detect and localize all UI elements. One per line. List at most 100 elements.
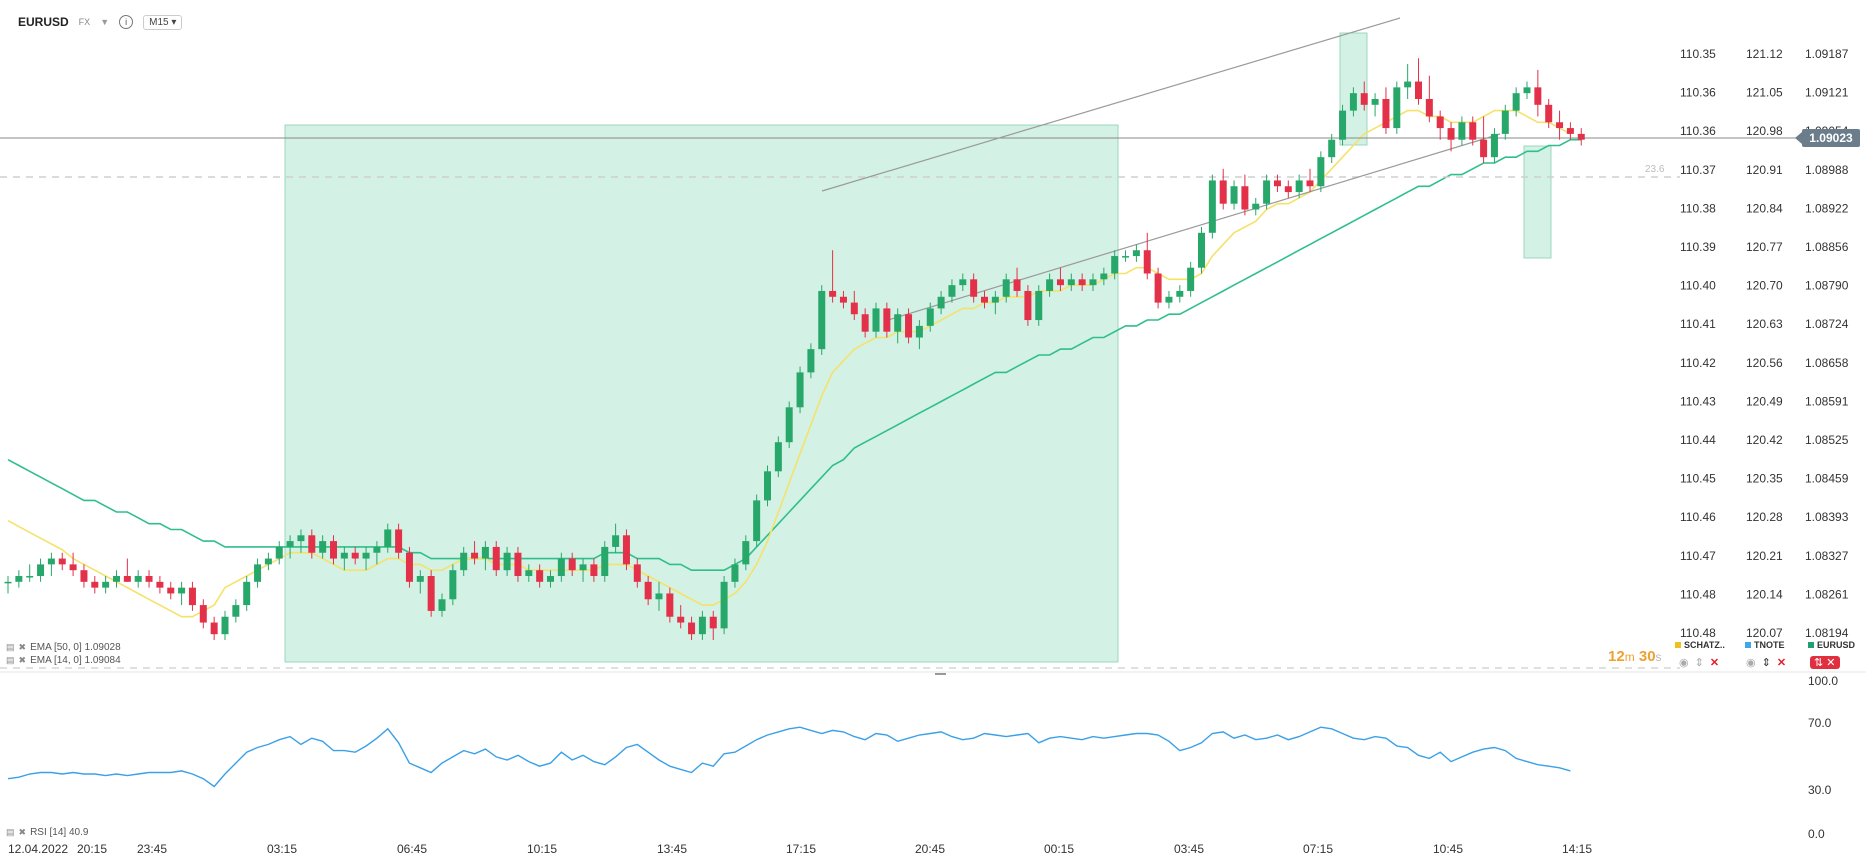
candle-body (373, 546, 381, 553)
symbol-tab-tnote[interactable]: TNOTE (1745, 640, 1785, 650)
price-axis-3-label: 1.08525 (1805, 433, 1849, 447)
price-axis-3-label: 1.08658 (1805, 356, 1849, 370)
sort-icon[interactable]: ⇕ (1694, 657, 1704, 669)
candle-body (37, 564, 45, 577)
candle-body (1393, 87, 1401, 129)
candle-body (1143, 250, 1151, 274)
sort-icon[interactable]: ⇕ (1761, 657, 1771, 669)
symbol-name[interactable]: EURUSD (18, 15, 69, 29)
range-box (284, 124, 1119, 663)
price-axis-2-label: 120.28 (1746, 510, 1783, 524)
candle-body (981, 296, 988, 303)
candle-body (557, 558, 565, 577)
candle-body (405, 552, 413, 582)
price-axis-1-label: 110.41 (1680, 317, 1716, 331)
candle-body (156, 581, 164, 588)
close-icon[interactable]: ✖ (18, 642, 27, 652)
close-icon[interactable]: ✖ (18, 655, 27, 665)
candle-body (1436, 116, 1444, 129)
candle-body (438, 599, 446, 611)
price-axis-2-label: 120.21 (1746, 549, 1783, 563)
price-axis-3-label: 1.08327 (1805, 549, 1849, 563)
candle-body (644, 581, 652, 600)
candle-body (210, 622, 218, 635)
drawings-layer[interactable] (284, 32, 1552, 663)
candle-countdown: 12m 30s (1608, 648, 1662, 665)
candle-body (188, 587, 196, 606)
candle-body (764, 471, 771, 501)
price-axis-1-label: 110.40 (1680, 279, 1716, 293)
close-icon[interactable]: ✕ (1776, 657, 1787, 669)
candle-body (688, 622, 696, 635)
candle-body (449, 570, 457, 600)
candle-body (47, 558, 55, 565)
channel-lower-line (887, 133, 1501, 321)
price-axis-2-label: 120.77 (1746, 240, 1783, 254)
price-axis-1-label: 110.38 (1680, 201, 1716, 215)
schatz-controls: ◉ ⇕ ✕ (1679, 656, 1719, 669)
timeframe-select[interactable]: M15 ▾ (143, 14, 183, 30)
tnote-controls: ◉ ⇕ ✕ (1746, 656, 1786, 669)
candle-body (861, 314, 869, 332)
candle-body (948, 285, 956, 297)
candle-body (1241, 186, 1249, 210)
chart-header: EURUSD FX ▼ i M15 ▾ (18, 12, 183, 32)
candle-body (113, 576, 120, 582)
symbol-tab-schatz[interactable]: SCHATZ.. (1675, 640, 1725, 650)
rsi-line (7, 726, 1571, 788)
eye-icon[interactable]: ◉ (1746, 657, 1756, 669)
candle-body (785, 407, 793, 443)
candle-body (1306, 180, 1314, 187)
candle-body (1230, 186, 1238, 204)
candle-body (1046, 279, 1054, 291)
candle-body (1165, 296, 1173, 303)
candle-body (959, 279, 967, 286)
candle-body (1349, 93, 1357, 111)
candle-body (427, 576, 435, 611)
candle-body (1480, 139, 1488, 158)
candle-body (1566, 128, 1574, 134)
candle-body (1458, 122, 1466, 140)
layers-icon[interactable]: ▤ (6, 642, 15, 652)
candle-body (297, 535, 305, 542)
candle-body (232, 605, 240, 617)
price-axis-2-label: 120.98 (1746, 124, 1783, 138)
candle-body (872, 308, 880, 332)
ema50-legend[interactable]: ▤ ✖ EMA [50, 0] 1.09028 (6, 642, 121, 653)
candle-body (622, 535, 630, 565)
symbol-tab-eurusd[interactable]: EURUSD (1808, 640, 1855, 650)
candle-body (1371, 98, 1379, 105)
close-icon[interactable]: ✕ (1709, 657, 1720, 669)
price-axis-1-label: 110.37 (1680, 163, 1716, 177)
ema50-label: EMA [50, 0] 1.09028 (30, 642, 121, 653)
chevron-down-icon[interactable]: ▼ (100, 17, 110, 27)
trendline-layer[interactable]: 23.6 (0, 17, 1805, 669)
candle-body (1176, 290, 1184, 297)
candle-body (264, 558, 272, 565)
ema14-legend[interactable]: ▤ ✖ EMA [14, 0] 1.09084 (6, 655, 121, 666)
layers-icon[interactable]: ▤ (6, 827, 15, 837)
eurusd-active-toggle[interactable]: ⇅ ✕ (1810, 656, 1840, 669)
time-label: 20:45 (915, 842, 945, 856)
candle-body (134, 576, 142, 582)
candle-body (590, 564, 598, 577)
candle-body (4, 581, 12, 584)
eurusd-controls: ⇅ ✕ (1810, 656, 1840, 669)
candle-body (547, 576, 554, 582)
candle-body (970, 279, 978, 297)
eye-icon[interactable]: ◉ (1679, 657, 1689, 669)
rsi-legend[interactable]: ▤ ✖ RSI [14] 40.9 (6, 827, 88, 838)
close-icon[interactable]: ✖ (18, 827, 27, 837)
price-axis-3-label: 1.08591 (1805, 394, 1849, 408)
time-label: 14:15 (1562, 842, 1592, 856)
price-axis-2-label: 121.05 (1746, 86, 1783, 100)
candle-body (1035, 290, 1043, 321)
candle-body (1328, 139, 1336, 158)
layers-icon[interactable]: ▤ (6, 655, 15, 665)
info-icon[interactable]: i (119, 15, 134, 29)
candle-body (102, 581, 110, 588)
candle-body (167, 587, 175, 594)
rsi-pane: 100.0 70.0 30.0 0.0 (0, 671, 1866, 841)
close-icon: ✕ (1826, 657, 1836, 669)
